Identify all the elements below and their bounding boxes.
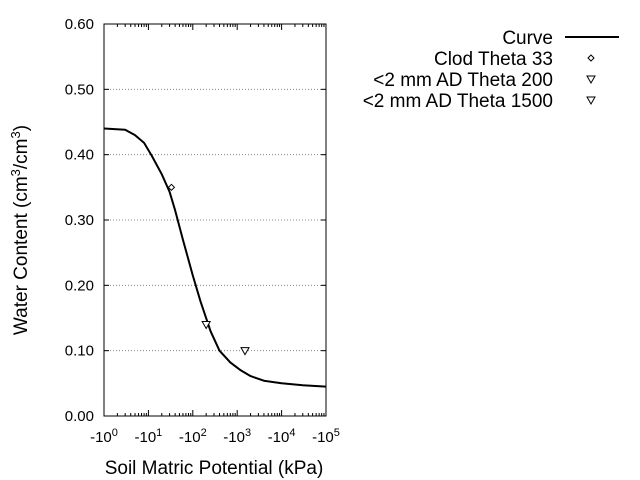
y-axis-title-end: ) bbox=[11, 125, 32, 131]
axes bbox=[103, 23, 327, 417]
legend-marker-diamond bbox=[587, 54, 595, 62]
x-tick-label: -102 bbox=[179, 427, 207, 446]
x-tick-label: -100 bbox=[90, 427, 118, 446]
series bbox=[103, 127, 327, 388]
x-tick-label-base: -10 bbox=[179, 429, 201, 446]
x-tick-label-exponent: 3 bbox=[245, 427, 251, 439]
x-tick-label-base: -10 bbox=[268, 429, 290, 446]
x-tick-label: -105 bbox=[312, 427, 340, 446]
y-tick-label: 0.30 bbox=[65, 212, 94, 229]
y-axis-title-sup2: 3 bbox=[8, 131, 23, 138]
y-tick-label: 0.50 bbox=[65, 81, 94, 98]
x-tick-label-exponent: 1 bbox=[156, 427, 162, 439]
y-axis-title-mid: /cm bbox=[11, 138, 32, 169]
data-point-diamond bbox=[167, 183, 176, 192]
x-tick-label-base: -10 bbox=[134, 429, 156, 446]
legend-label-curve: Curve bbox=[502, 28, 553, 49]
y-tick-label: 0.40 bbox=[65, 147, 94, 164]
y-tick-label: 0.10 bbox=[65, 343, 94, 360]
tick-labels: 0.000.100.200.300.400.500.60-100 -101 -102… bbox=[65, 16, 340, 446]
y-axis-title-sup1: 3 bbox=[8, 169, 23, 176]
legend: Curve Clod Theta 33 <2 mm AD Theta 200 <… bbox=[363, 28, 619, 112]
x-tick-label-base: -10 bbox=[90, 429, 112, 446]
x-tick-label: -101 bbox=[134, 427, 162, 446]
legend-marker-triangle-200 bbox=[586, 75, 596, 85]
curve-line bbox=[103, 127, 327, 388]
gridlines bbox=[104, 88, 326, 352]
data-point-triangle bbox=[240, 347, 250, 356]
x-tick-label-base: -10 bbox=[312, 429, 334, 446]
y-tick-label: 0.00 bbox=[65, 408, 94, 425]
x-tick-label-exponent: 2 bbox=[201, 427, 207, 439]
y-axis-title-main: Water Content (cm bbox=[11, 176, 32, 335]
x-tick-label-exponent: 0 bbox=[112, 427, 118, 439]
legend-label-clod-theta-33: Clod Theta 33 bbox=[434, 49, 553, 70]
x-tick-label: -104 bbox=[268, 427, 296, 446]
legend-marker-triangle-1500 bbox=[586, 96, 596, 106]
legend-label-theta-1500: <2 mm AD Theta 1500 bbox=[363, 91, 553, 112]
x-tick-label-exponent: 5 bbox=[334, 427, 340, 439]
legend-label-theta-200: <2 mm AD Theta 200 bbox=[373, 70, 553, 91]
y-tick-label: 0.60 bbox=[65, 16, 94, 33]
y-tick-label: 0.20 bbox=[65, 277, 94, 294]
x-tick-label-base: -10 bbox=[223, 429, 245, 446]
x-tick-label: -103 bbox=[223, 427, 251, 446]
y-axis-title: Water Content (cm3/cm3) bbox=[8, 125, 32, 335]
x-axis-title: Soil Matric Potential (kPa) bbox=[105, 458, 324, 479]
data-point-triangle bbox=[201, 321, 212, 330]
x-tick-label-exponent: 4 bbox=[289, 427, 295, 439]
